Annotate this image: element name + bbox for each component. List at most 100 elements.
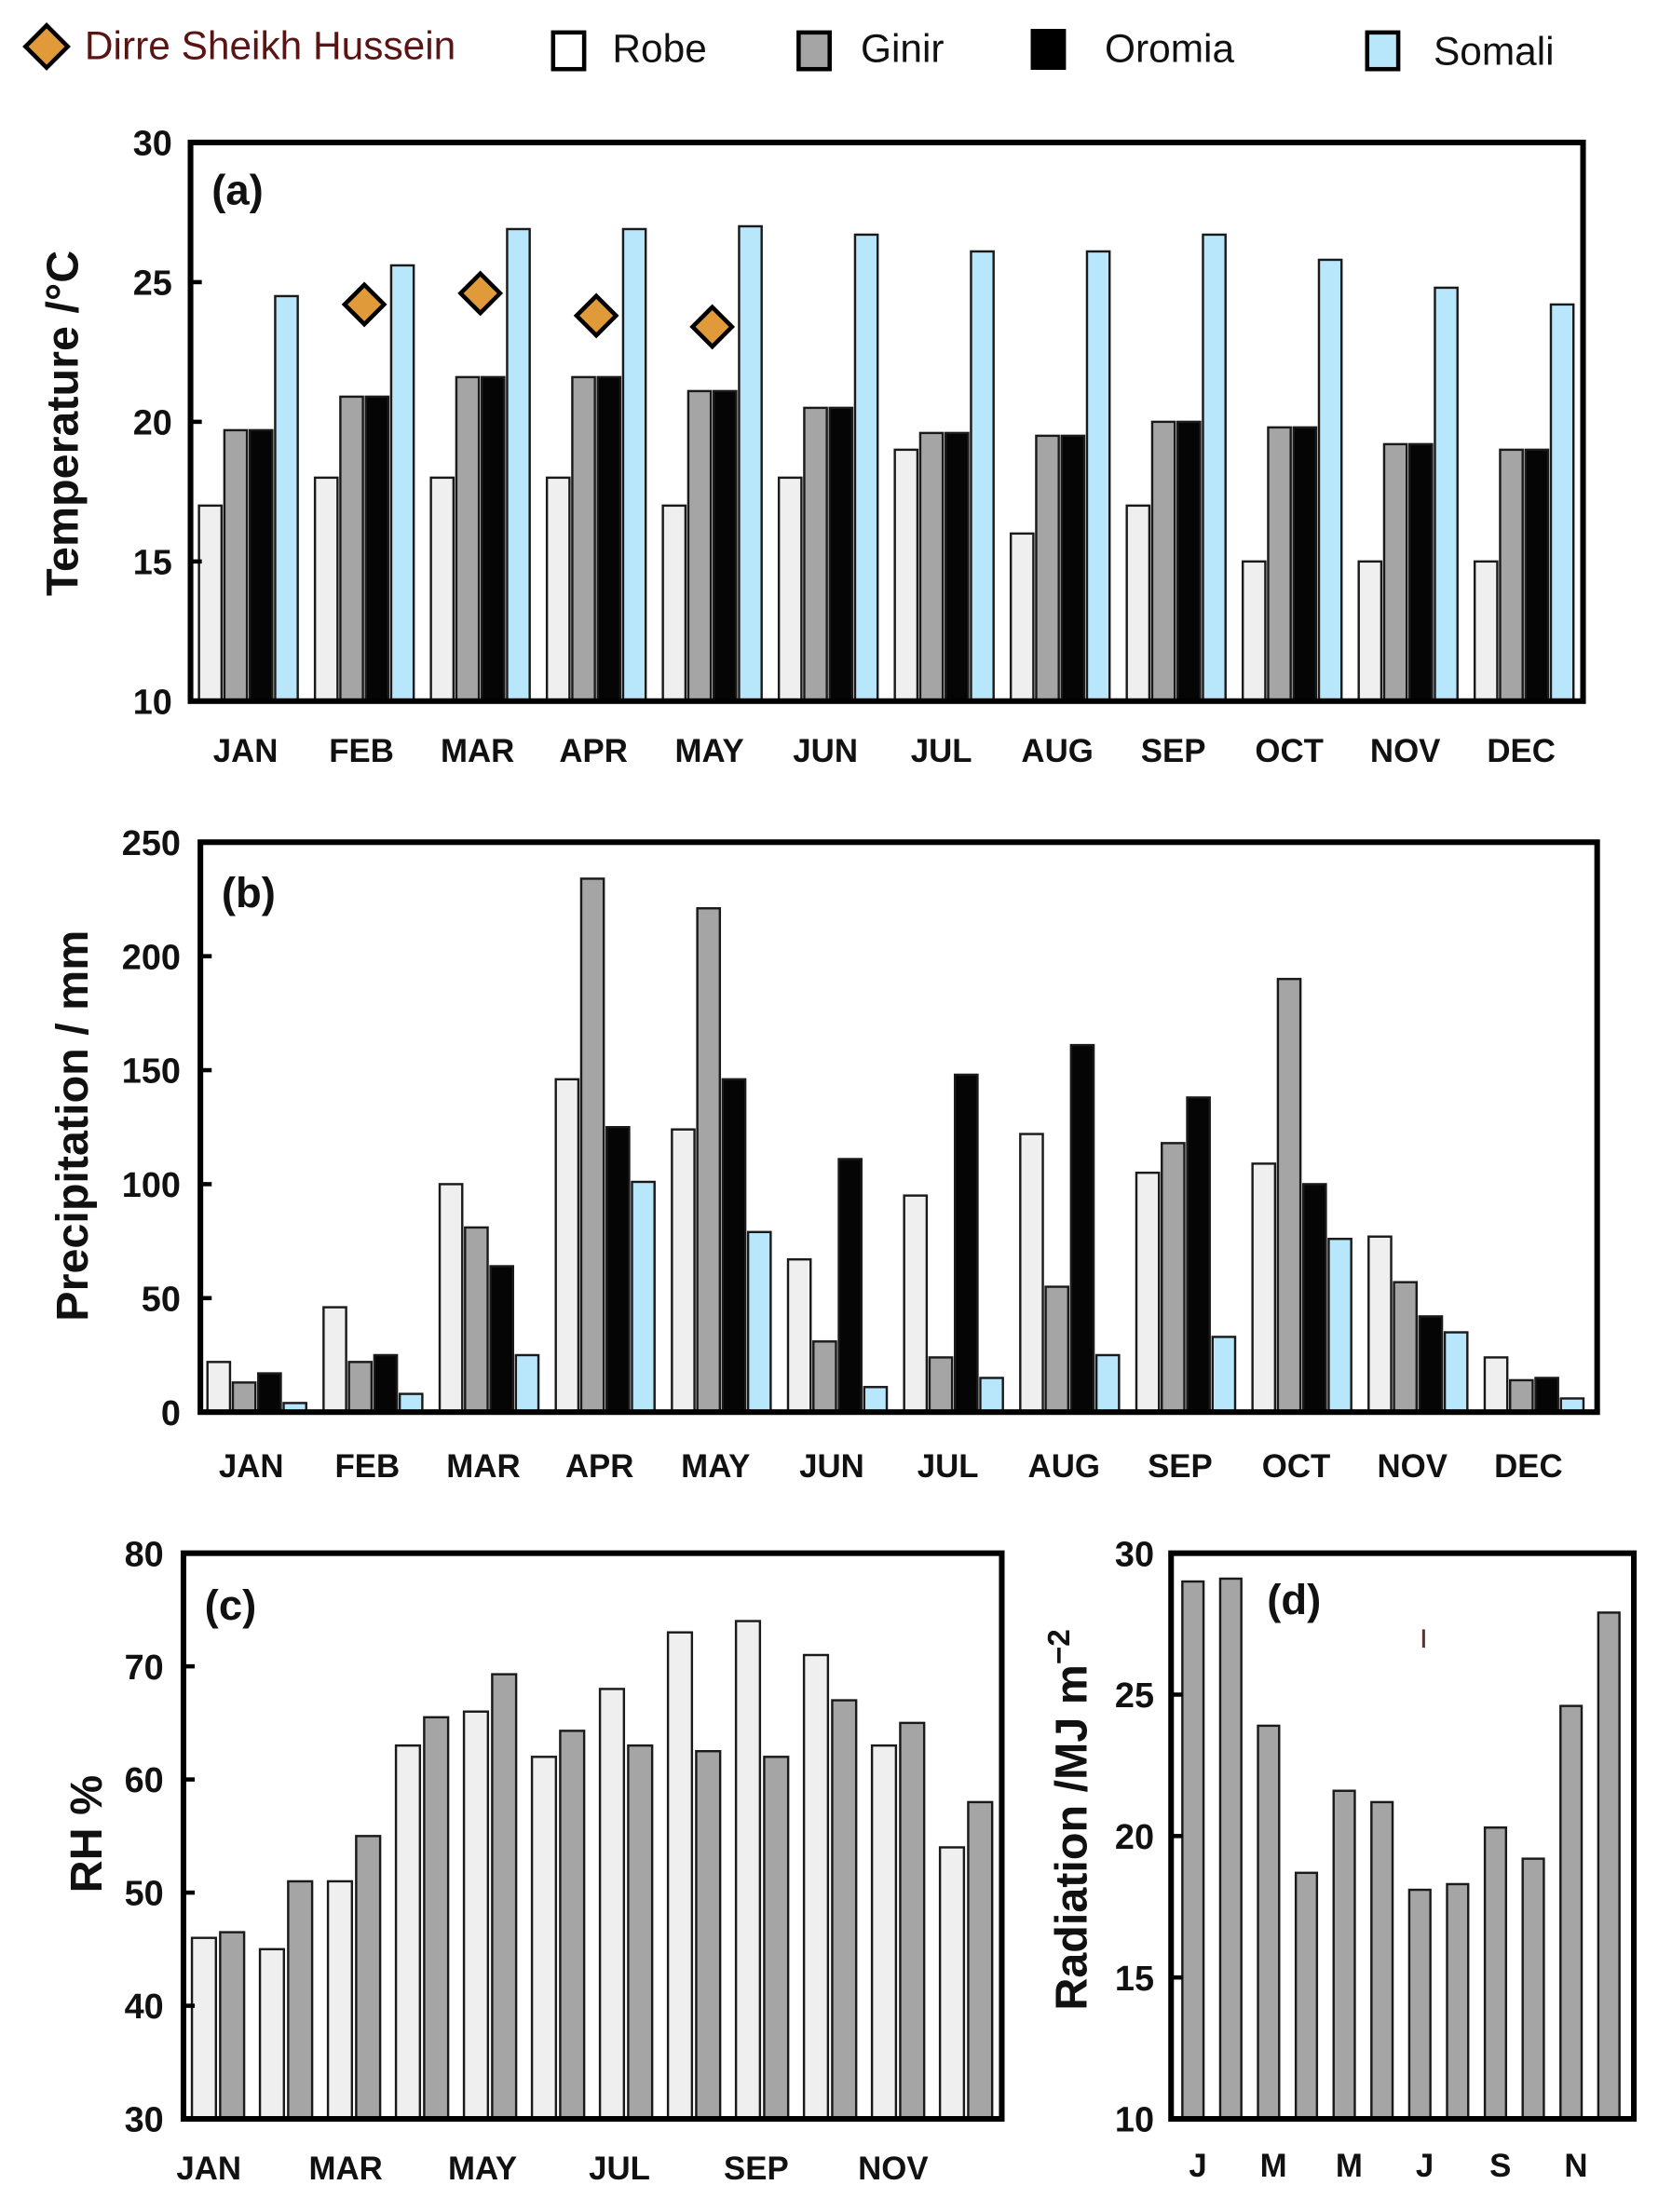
y-tick-label: 30 <box>125 2101 164 2140</box>
y-axis-label-d-text: Radiation /MJ m <box>1046 1664 1096 2011</box>
y-tick-label: 25 <box>1115 1676 1154 1716</box>
bar-robe-3 <box>545 476 571 703</box>
bar-somali-3 <box>631 1180 656 1414</box>
y-axis-label-a: Temperature /°C <box>37 251 88 596</box>
marker-dirre-3 <box>573 292 619 339</box>
bar-ginir-8 <box>1150 420 1176 703</box>
bar-ginir-5 <box>803 406 828 703</box>
bar-ginir-7 <box>1035 434 1060 703</box>
x-tick-label: DEC <box>1494 1448 1563 1485</box>
bar-ginir-0 <box>219 1931 246 2121</box>
bar-robe-2 <box>326 1880 354 2121</box>
legend-label-somali: Somali <box>1434 30 1555 74</box>
y-tick-label: 40 <box>125 1988 164 2027</box>
y-tick-label: 30 <box>1115 1535 1154 1574</box>
y-tick-label: 80 <box>125 1535 164 1574</box>
bar-somali-8 <box>1202 233 1227 703</box>
bar-somali-3 <box>621 227 647 703</box>
panel-label-a: (a) <box>211 167 264 214</box>
bar-oromia-7 <box>1069 1043 1095 1414</box>
bar-robe-4 <box>462 1710 490 2121</box>
y-tick-label: 70 <box>125 1649 164 1688</box>
x-tick-label: M <box>1336 2148 1363 2184</box>
bar-robe-0 <box>206 1361 232 1414</box>
bar-robe-10 <box>870 1744 898 2121</box>
bar-robe-7 <box>1009 532 1035 703</box>
x-tick-label: MAR <box>308 2151 382 2187</box>
bar-ginir-11 <box>1499 448 1524 703</box>
bar-oromia-11 <box>1524 448 1550 703</box>
x-tick-label: SEP <box>724 2151 789 2187</box>
bar-robe-7 <box>666 1631 694 2121</box>
bar-robe-10 <box>1367 1235 1393 1414</box>
bar-ginir-4 <box>696 907 722 1414</box>
bar-robe-9 <box>802 1653 830 2121</box>
marker-dirre-2 <box>457 270 504 317</box>
bar-ginir-2 <box>355 1835 382 2121</box>
bar-somali-5 <box>853 233 879 703</box>
y-tick-label: 20 <box>133 404 172 443</box>
bar-ginir-10 <box>1393 1281 1418 1414</box>
bar-robe-0 <box>197 504 224 703</box>
y-tick-label: 30 <box>133 125 172 164</box>
x-tick-label: J <box>1416 2148 1434 2184</box>
y-tick-label: 50 <box>142 1280 181 1319</box>
panel-a-temperature: (a) Temperature /°C 10 15 20 25 30 JAN FEB MAR A… <box>37 125 1586 769</box>
bar-somali-4 <box>738 224 763 703</box>
bar-ginir-7 <box>1446 1882 1470 2121</box>
bar-ginir-3 <box>579 877 605 1414</box>
bar-ginir-3 <box>423 1716 450 2121</box>
panel-c-relative-humidity: (c) RH % 30 40 50 60 70 80 JAN MAR MAY JUL SEP NOV <box>61 1535 1005 2187</box>
bar-robe-11 <box>1483 1356 1509 1414</box>
panel-label-d: (d) <box>1267 1576 1321 1623</box>
bar-ginir-6 <box>918 431 945 703</box>
y-tick-label: 250 <box>122 824 181 863</box>
bar-oromia-8 <box>1176 420 1202 703</box>
y-tick-label: 200 <box>122 938 181 977</box>
x-tick-label: JAN <box>176 2151 241 2187</box>
bar-oromia-0 <box>248 428 274 703</box>
x-tick-label: MAY <box>448 2151 517 2187</box>
y-axis-label-d-superscript: −2 <box>1042 1629 1077 1664</box>
bar-ginir-6 <box>627 1744 654 2121</box>
bar-oromia-1 <box>373 1353 399 1414</box>
bar-oromia-4 <box>712 389 738 703</box>
bar-somali-9 <box>1317 258 1343 703</box>
bar-ginir-11 <box>1597 1611 1621 2121</box>
x-tick-label: S <box>1489 2148 1511 2184</box>
x-tick-label: MAY <box>675 733 744 769</box>
y-tick-label: 25 <box>133 265 172 304</box>
bar-somali-9 <box>1327 1237 1353 1414</box>
x-tick-label: J <box>1189 2148 1206 2184</box>
y-axis-label-c: RH % <box>61 1775 112 1893</box>
legend-diamond-icon <box>22 22 71 71</box>
x-tick-label: AUG <box>1021 733 1093 769</box>
y-tick-label: 10 <box>1115 2101 1154 2140</box>
y-tick-label: 10 <box>133 683 172 722</box>
x-tick-label: MAY <box>681 1448 750 1485</box>
bar-robe-3 <box>554 1078 580 1414</box>
y-tick-label: 15 <box>133 543 172 582</box>
bar-somali-7 <box>1094 1353 1121 1414</box>
y-tick-label: 0 <box>161 1394 181 1433</box>
y-tick-label: 50 <box>125 1875 164 1914</box>
bar-robe-2 <box>438 1183 464 1414</box>
bar-robe-3 <box>394 1744 422 2121</box>
bar-ginir-2 <box>464 1226 489 1414</box>
bar-ginir-1 <box>339 395 364 703</box>
bar-ginir-11 <box>1508 1378 1534 1414</box>
bar-ginir-7 <box>695 1750 722 2121</box>
bar-robe-5 <box>530 1756 558 2121</box>
legend-label-robe: Robe <box>612 27 706 71</box>
bar-robe-6 <box>598 1688 626 2121</box>
bar-robe-6 <box>903 1194 929 1414</box>
bar-somali-8 <box>1211 1336 1237 1414</box>
legend-swatch-ginir <box>796 30 832 72</box>
bar-oromia-10 <box>1408 442 1434 703</box>
bar-somali-6 <box>979 1377 1004 1414</box>
bar-oromia-8 <box>1186 1096 1211 1414</box>
bar-ginir-0 <box>1181 1580 1205 2121</box>
x-tick-label: DEC <box>1487 733 1556 769</box>
bar-robe-1 <box>313 476 339 703</box>
